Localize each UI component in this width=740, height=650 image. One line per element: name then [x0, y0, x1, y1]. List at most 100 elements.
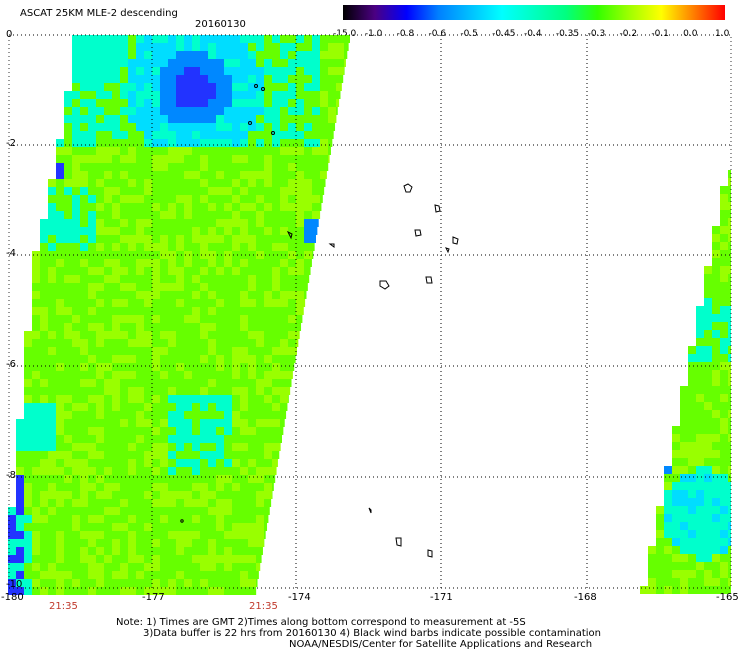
swath-cell — [248, 515, 256, 523]
island-outline — [445, 247, 450, 254]
swath-cell — [680, 426, 688, 434]
swath-cell — [96, 107, 104, 115]
swath-cell — [312, 219, 319, 227]
swath-cell — [64, 91, 72, 99]
swath-cell — [80, 67, 88, 75]
swath-cell — [240, 123, 248, 131]
swath-cell — [184, 283, 192, 291]
swath-cell — [136, 339, 144, 347]
swath-cell — [192, 107, 200, 115]
swath-cell — [208, 547, 216, 555]
swath-cell — [96, 347, 104, 355]
swath-cell — [136, 99, 144, 107]
swath-cell — [120, 387, 128, 395]
swath-cell — [72, 299, 80, 307]
swath-cell — [208, 91, 216, 99]
swath-cell — [200, 195, 208, 203]
swath-cell — [64, 99, 72, 107]
swath-cell — [152, 107, 160, 115]
swath-cell — [184, 395, 192, 403]
swath-cell — [48, 451, 56, 459]
swath-cell — [232, 179, 240, 187]
swath-cell — [224, 131, 232, 139]
swath-cell — [728, 226, 731, 234]
swath-cell — [208, 203, 216, 211]
swath-cell — [304, 251, 312, 259]
swath-cell — [88, 491, 96, 499]
swath-cell — [104, 347, 112, 355]
swath-cell — [240, 339, 248, 347]
swath-cell — [120, 363, 128, 371]
swath-cell — [216, 355, 224, 363]
swath-cell — [192, 75, 200, 83]
swath-cell — [32, 499, 40, 507]
swath-cell — [64, 579, 72, 587]
swath-cell — [56, 147, 64, 155]
swath-cell — [208, 323, 216, 331]
swath-cell — [200, 131, 208, 139]
swath-cell — [704, 514, 712, 522]
swath-cell — [312, 43, 320, 51]
swath-cell — [136, 483, 144, 491]
swath-cell — [168, 211, 176, 219]
swath-cell — [88, 59, 96, 67]
swath-cell — [160, 123, 168, 131]
swath-cell — [664, 538, 672, 546]
swath-cell — [152, 483, 160, 491]
swath-cell — [88, 347, 96, 355]
swath-cell — [80, 323, 88, 331]
map-frame — [8, 34, 732, 589]
swath-cell — [168, 419, 176, 427]
swath-cell — [40, 563, 48, 571]
swath-cell — [200, 419, 208, 427]
swath-cell — [216, 51, 224, 59]
swath-cell — [216, 387, 224, 395]
island-outline — [425, 276, 433, 284]
swath-cell — [160, 283, 168, 291]
swath-cell — [64, 499, 72, 507]
swath-cell — [48, 515, 56, 523]
swath-cell — [168, 555, 176, 563]
swath-cell — [168, 259, 176, 267]
swath-cell — [232, 123, 240, 131]
swath-cell — [80, 507, 88, 515]
swath-cell — [256, 539, 264, 547]
swath-cell — [176, 451, 184, 459]
swath-cell — [192, 171, 200, 179]
swath-cell — [216, 59, 224, 67]
swath-cell — [304, 35, 312, 43]
swath-cell — [184, 299, 192, 307]
swath-cell — [72, 219, 80, 227]
swath-cell — [288, 131, 296, 139]
swath-cell — [192, 499, 200, 507]
swath-cell — [184, 147, 192, 155]
swath-cell — [248, 411, 256, 419]
swath-cell — [112, 155, 120, 163]
swath-cell — [216, 419, 224, 427]
swath-cell — [8, 571, 16, 579]
swath-cell — [136, 259, 144, 267]
swath-cell — [688, 346, 696, 354]
swath-cell — [280, 211, 288, 219]
swath-cell — [232, 67, 240, 75]
swath-cell — [312, 179, 320, 187]
swath-cell — [176, 515, 184, 523]
swath-cell — [248, 315, 256, 323]
swath-cell — [200, 155, 208, 163]
swath-cell — [296, 187, 304, 195]
swath-cell — [296, 99, 304, 107]
swath-cell — [96, 475, 104, 483]
swath-cell — [200, 291, 208, 299]
swath-cell — [56, 203, 64, 211]
island-outline — [286, 230, 293, 240]
swath-cell — [64, 275, 72, 283]
swath-cell — [72, 547, 80, 555]
swath-cell — [152, 275, 160, 283]
swath-cell — [272, 435, 280, 443]
swath-cell — [184, 195, 192, 203]
swath-cell — [688, 450, 696, 458]
swath-cell — [192, 427, 200, 435]
swath-cell — [328, 147, 331, 155]
swath-cell — [56, 347, 64, 355]
swath-cell — [328, 155, 330, 163]
